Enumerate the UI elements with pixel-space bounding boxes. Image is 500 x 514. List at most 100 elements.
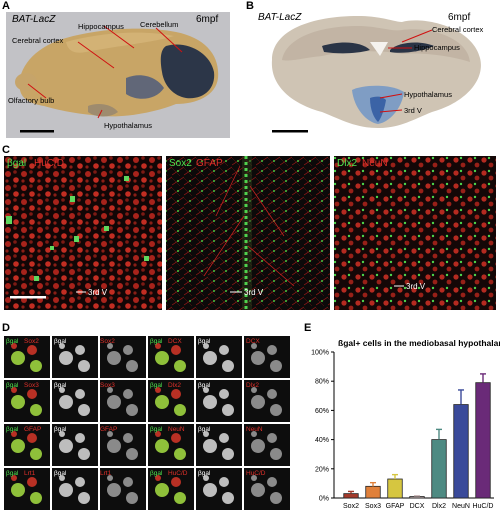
label-olfactory-bulb-a: Olfactory bulb bbox=[8, 96, 55, 105]
panel-c2-3rd-v: 3rd V bbox=[244, 288, 264, 297]
cell-blob bbox=[251, 431, 257, 437]
label-cerebral-cortex-a: Cerebral cortex bbox=[12, 36, 64, 45]
cell-blob bbox=[27, 477, 37, 487]
cell-blob bbox=[251, 351, 265, 365]
cell-blob bbox=[267, 345, 277, 355]
d-row5-marker-label: DCX bbox=[246, 338, 260, 345]
panel-label-b: B bbox=[246, 0, 254, 12]
d-row6-merge-marker: Dlx2 bbox=[168, 382, 182, 389]
cell-blob bbox=[171, 477, 181, 487]
cell-blob bbox=[126, 360, 138, 372]
panel-label-d: D bbox=[2, 322, 10, 334]
d-row2-bgal-label: βgal bbox=[54, 382, 67, 389]
bar bbox=[475, 382, 491, 499]
label-cerebellum-a: Cerebellum bbox=[140, 20, 179, 29]
panel-c3-marker-2: NeuN bbox=[362, 158, 388, 169]
cell-blob bbox=[219, 389, 229, 399]
cell-blob bbox=[251, 439, 265, 453]
cell-blob bbox=[270, 404, 282, 416]
panel-b-title: BAT-LacZ bbox=[258, 12, 302, 23]
cell-blob bbox=[267, 433, 277, 443]
cell-blob bbox=[251, 475, 257, 481]
cell-blob bbox=[59, 387, 65, 393]
cell-blob bbox=[126, 404, 138, 416]
x-tick-label: Sox2 bbox=[343, 503, 359, 510]
panel-c-image bbox=[4, 156, 496, 310]
d-row5-merge-label: βgal bbox=[150, 338, 163, 345]
panel-c3-marker-1: Dlx2 bbox=[337, 158, 358, 169]
cell-blob bbox=[219, 477, 229, 487]
d-row8-merge-label: βgal bbox=[150, 470, 163, 477]
d-row8-marker-label: HuC/D bbox=[246, 470, 266, 477]
cell-blob bbox=[219, 433, 229, 443]
d-row8-merge-marker: HuC/D bbox=[168, 470, 188, 477]
cell-blob bbox=[267, 477, 277, 487]
cell-blob bbox=[171, 433, 181, 443]
d-row1-bgal-label: βgal bbox=[54, 338, 67, 345]
cell-blob bbox=[203, 475, 209, 481]
d-row3-merge-label: βgal bbox=[6, 426, 19, 433]
cell-blob bbox=[174, 448, 186, 460]
cell-blob bbox=[155, 439, 169, 453]
cell-blob bbox=[107, 439, 121, 453]
cell-blob bbox=[59, 395, 73, 409]
panel-d-image bbox=[4, 336, 294, 512]
cell-blob bbox=[155, 395, 169, 409]
cell-blob bbox=[30, 404, 42, 416]
panel-b-image bbox=[252, 12, 498, 138]
y-tick-label: 100% bbox=[311, 350, 329, 357]
d-row4-bgal-label: βgal bbox=[54, 470, 67, 477]
cell-blob bbox=[155, 431, 161, 437]
cell-blob bbox=[203, 351, 217, 365]
d-row5-bgal-label: βgal bbox=[198, 338, 211, 345]
d-row1-marker-label: Sox2 bbox=[100, 338, 115, 345]
cell-blob bbox=[59, 343, 65, 349]
cell-blob bbox=[78, 492, 90, 504]
cell-blob bbox=[123, 433, 133, 443]
cell-blob bbox=[107, 475, 113, 481]
y-tick-label: 40% bbox=[315, 437, 329, 444]
cell-blob bbox=[11, 475, 17, 481]
d-row6-bgal-label: βgal bbox=[198, 382, 211, 389]
d-row6-merge-label: βgal bbox=[150, 382, 163, 389]
y-tick-label: 20% bbox=[315, 466, 329, 473]
x-tick-label: HuC/D bbox=[472, 503, 493, 510]
chart-title: ßgal+ cells in the mediobasal hypothalam… bbox=[338, 338, 500, 348]
cell-blob bbox=[75, 345, 85, 355]
cell-blob bbox=[126, 492, 138, 504]
cell-blob bbox=[123, 477, 133, 487]
d-row4-marker-label: Lrt1 bbox=[100, 470, 112, 477]
panel-label-e: E bbox=[304, 322, 312, 334]
x-tick-label: DCX bbox=[410, 503, 425, 510]
cell-blob bbox=[11, 483, 25, 497]
cell-blob bbox=[59, 439, 73, 453]
cell-blob bbox=[78, 448, 90, 460]
d-row4-merge-label: βgal bbox=[6, 470, 19, 477]
panel-label-c: C bbox=[2, 144, 10, 156]
cell-blob bbox=[30, 360, 42, 372]
cell-blob bbox=[155, 483, 169, 497]
x-tick-label: Sox3 bbox=[365, 503, 381, 510]
panel-c1-marker-2: HuC/D bbox=[34, 158, 65, 169]
cell-blob bbox=[107, 387, 113, 393]
label-hippocampus-a: Hippocampus bbox=[78, 22, 124, 31]
cell-blob bbox=[75, 433, 85, 443]
cell-blob bbox=[27, 389, 37, 399]
cell-blob bbox=[203, 431, 209, 437]
y-tick-label: 80% bbox=[315, 379, 329, 386]
cell-blob bbox=[251, 387, 257, 393]
d-row5-merge-marker: DCX bbox=[168, 338, 182, 345]
cell-blob bbox=[59, 351, 73, 365]
cell-blob bbox=[251, 343, 257, 349]
cell-blob bbox=[11, 387, 17, 393]
bar-chart: 0% 20% 40% 60% 80% 100% Sox2 Sox3 GFAP DCX Dlx2 Neu… bbox=[311, 350, 494, 510]
label-cerebral-cortex-b: Cerebral cortex bbox=[432, 25, 484, 34]
cell-blob bbox=[203, 387, 209, 393]
cell-blob bbox=[203, 439, 217, 453]
panel-c2-marker-1: Sox2 bbox=[169, 158, 192, 169]
d-row8-bgal-label: βgal bbox=[198, 470, 211, 477]
panel-c1-3rd-v: 3rd V bbox=[88, 288, 108, 297]
cell-blob bbox=[270, 360, 282, 372]
cell-blob bbox=[126, 448, 138, 460]
cell-blob bbox=[107, 395, 121, 409]
